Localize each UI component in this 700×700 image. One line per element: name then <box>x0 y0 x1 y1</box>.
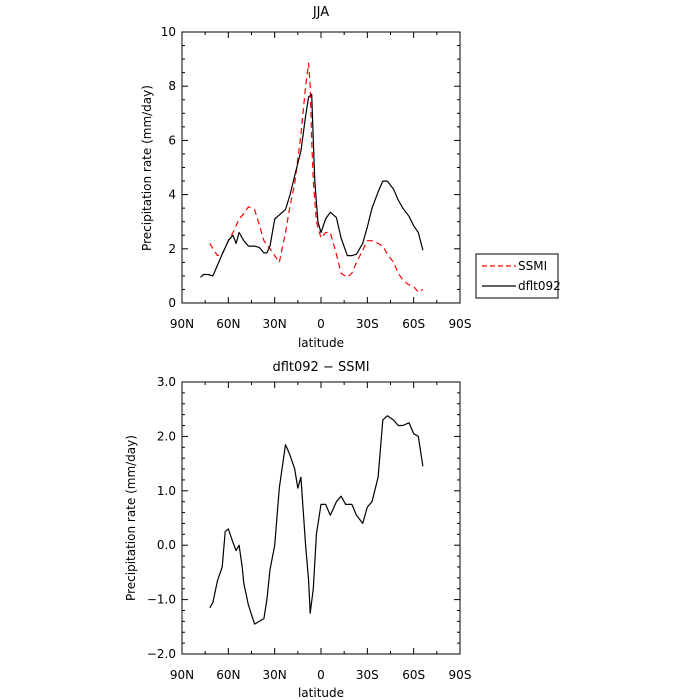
top-chart-ytick-label: 4 <box>168 188 176 202</box>
top-chart-ytick-label: 6 <box>168 133 176 147</box>
bottom-chart-ytick-label: 0.0 <box>157 538 176 552</box>
top-chart-marks: 90N 60N 30N 0 30S 60S 90S 0 2 4 6 8 10 <box>161 25 472 331</box>
bottom-chart-xtick-label: 0 <box>317 668 325 682</box>
bottom-chart-xtick-label: 30S <box>356 668 379 682</box>
legend-box <box>475 253 559 299</box>
top-chart-xtick-label: 30S <box>356 317 379 331</box>
legend-label-ssmi: SSMI <box>518 259 547 273</box>
top-chart-series-dflt092-line <box>200 93 424 278</box>
bottom-chart-xtick-label: 60S <box>402 668 425 682</box>
top-chart-ytick-label: 10 <box>161 25 176 39</box>
legend-label-dflt092: dflt092 <box>518 279 561 293</box>
bottom-chart-marks: 90N 60N 30N 0 30S 60S 90S −2.0 −1.0 0.0 1.0 2.0 3.0 <box>147 375 472 682</box>
top-chart-xtick-label: 90S <box>449 317 472 331</box>
bottom-chart-xtick-label: 90N <box>170 668 194 682</box>
bottom-chart-xtick-label: 90S <box>449 668 472 682</box>
top-chart-ylabel: Precipitation rate (mm/day) <box>140 85 154 251</box>
top-chart-xtick-label: 60S <box>402 317 425 331</box>
top-chart-ytick-label: 0 <box>168 296 176 310</box>
bottom-chart-ytick-label: 1.0 <box>157 484 176 498</box>
bottom-chart-panel: dflt092 − SSMI 90N 60N 30N 0 30S 60S 90S −2.0 −1… <box>124 360 471 700</box>
top-chart-xtick-label: 30N <box>263 317 287 331</box>
top-chart-ytick-label: 2 <box>168 242 176 256</box>
top-chart-series-ssmi-line <box>209 62 424 293</box>
top-chart-xlabel: latitude <box>298 336 344 350</box>
top-chart-xtick-label: 0 <box>317 317 325 331</box>
bottom-chart-ytick-label: 2.0 <box>157 429 176 443</box>
bottom-chart-xlabel: latitude <box>298 686 344 700</box>
bottom-chart-ytick-label: 3.0 <box>157 375 176 389</box>
top-chart-ytick-label: 8 <box>168 79 176 93</box>
bottom-chart-xtick-label: 60N <box>216 668 240 682</box>
bottom-chart-series-0-line <box>209 415 424 625</box>
legend: SSMI dflt092 <box>475 253 561 299</box>
top-chart-xtick-label: 60N <box>216 317 240 331</box>
top-chart-xtick-label: 90N <box>170 317 194 331</box>
bottom-chart-ylabel: Precipitation rate (mm/day) <box>124 435 138 601</box>
bottom-chart-xtick-label: 30N <box>263 668 287 682</box>
bottom-chart-title: dflt092 − SSMI <box>272 360 369 375</box>
top-chart-title: JJA <box>312 5 329 20</box>
bottom-chart-ytick-label: −1.0 <box>147 593 176 607</box>
bottom-chart-ytick-label: −2.0 <box>147 647 176 661</box>
